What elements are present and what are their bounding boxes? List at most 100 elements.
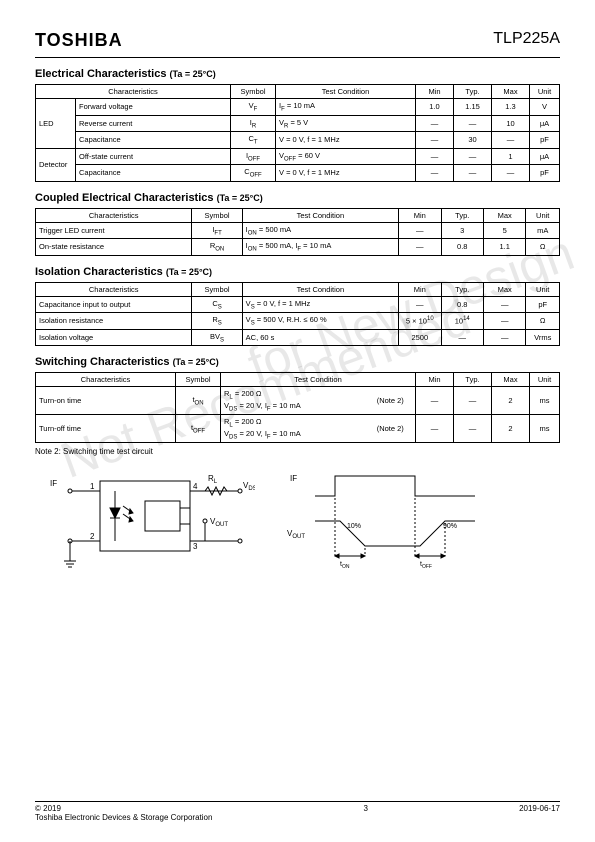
- cell: Ω: [526, 239, 560, 256]
- table-header-row: Characteristics Symbol Test Condition Mi…: [36, 208, 560, 222]
- cell: 0.8: [441, 239, 483, 256]
- cell: pF: [530, 165, 560, 182]
- cell: Vrms: [526, 329, 560, 346]
- cell: V = 0 V, f = 1 MHz: [276, 132, 416, 149]
- sec1-table: Characteristics Symbol Test Condition Mi…: [35, 84, 560, 182]
- cell: —: [399, 296, 441, 313]
- cell: —: [492, 165, 530, 182]
- th: Typ.: [441, 282, 483, 296]
- cell: —: [416, 132, 454, 149]
- cell: IFT: [192, 222, 242, 239]
- sec3-table: Characteristics Symbol Test Condition Mi…: [35, 282, 560, 347]
- sec2-table: Characteristics Symbol Test Condition Mi…: [35, 208, 560, 256]
- th-char: Characteristics: [36, 85, 231, 99]
- cell: Turn-off time: [36, 415, 176, 443]
- th: Unit: [526, 282, 560, 296]
- table-row: Capacitance input to output CS VS = 0 V,…: [36, 296, 560, 313]
- label-90: 90%: [443, 523, 457, 530]
- cell: Capacitance: [76, 132, 231, 149]
- table-row: Trigger LED current IFT ION = 500 mA — 3…: [36, 222, 560, 239]
- cell: 0.8: [441, 296, 483, 313]
- label-ton: tON: [340, 561, 350, 570]
- cell: —: [416, 148, 454, 165]
- cell: Capacitance input to output: [36, 296, 192, 313]
- table-row: Isolation voltage BVS AC, 60 s 2500 — — …: [36, 329, 560, 346]
- cell: 5 × 1010: [399, 313, 441, 330]
- footer-left: © 2019 Toshiba Electronic Devices & Stor…: [35, 804, 212, 822]
- cell: Capacitance: [76, 165, 231, 182]
- cell: 2500: [399, 329, 441, 346]
- sec4-title: Switching Characteristics (Ta = 25°C): [35, 356, 560, 368]
- cell: pF: [526, 296, 560, 313]
- cell: —: [454, 165, 492, 182]
- cell: V = 0 V, f = 1 MHz: [276, 165, 416, 182]
- th-min: Min: [416, 85, 454, 99]
- cell: μA: [530, 148, 560, 165]
- cell: VF: [231, 99, 276, 116]
- note2: Note 2: Switching time test circuit: [35, 447, 560, 456]
- cell: —: [399, 239, 441, 256]
- table-header-row: Characteristics Symbol Test Condition Mi…: [36, 85, 560, 99]
- cell: —: [483, 313, 525, 330]
- th: Max: [492, 373, 530, 387]
- label-p1: 1: [90, 482, 95, 491]
- label-vout: VOUT: [210, 517, 228, 528]
- sec4-cond: (Ta = 25°C): [173, 357, 219, 367]
- table-row: Detector Off-state current IOFF VOFF = 6…: [36, 148, 560, 165]
- table-row: Isolation resistance RS VS = 500 V, R.H.…: [36, 313, 560, 330]
- sec4-table: Characteristics Symbol Test Condition Mi…: [35, 372, 560, 443]
- cell: —: [483, 329, 525, 346]
- cell: IOFF: [231, 148, 276, 165]
- th: Min: [399, 282, 441, 296]
- timing-diagram: IF VOUT 10% 90% tON tOFF: [285, 466, 495, 586]
- cell: 3: [441, 222, 483, 239]
- footer-page: 3: [364, 804, 368, 822]
- cell: μA: [530, 115, 560, 132]
- sec1-title: Electrical Characteristics (Ta = 25°C): [35, 68, 560, 80]
- th: Max: [483, 282, 525, 296]
- label-p3: 3: [193, 542, 198, 551]
- table-row: Capacitance CT V = 0 V, f = 1 MHz — 30 —…: [36, 132, 560, 149]
- cell: —: [416, 415, 454, 443]
- circuit-diagram: IF 1 2 4 3 RL VDS VOUT: [45, 466, 255, 586]
- th-typ: Typ.: [454, 85, 492, 99]
- page-footer: © 2019 Toshiba Electronic Devices & Stor…: [35, 801, 560, 822]
- cell: Trigger LED current: [36, 222, 192, 239]
- th: Typ.: [454, 373, 492, 387]
- label-rl: RL: [208, 474, 218, 485]
- label-10: 10%: [347, 523, 361, 530]
- cell: VOFF = 60 V: [276, 148, 416, 165]
- cell: 1.1: [483, 239, 525, 256]
- cell: —: [399, 222, 441, 239]
- th-sym: Symbol: [231, 85, 276, 99]
- diagrams: IF 1 2 4 3 RL VDS VOUT: [35, 466, 560, 586]
- cell: pF: [530, 132, 560, 149]
- th: Characteristics: [36, 208, 192, 222]
- th: Characteristics: [36, 282, 192, 296]
- table-row: On-state resistance RON ION = 500 mA, IF…: [36, 239, 560, 256]
- cell: —: [441, 329, 483, 346]
- th: Symbol: [192, 282, 242, 296]
- label-vds: VDS: [243, 481, 255, 492]
- cell: BVS: [192, 329, 242, 346]
- cell: RL = 200 ΩVDS = 20 V, IF = 10 mA: [221, 415, 366, 443]
- cell: Isolation voltage: [36, 329, 192, 346]
- page-header: TOSHIBA TLP225A: [35, 30, 560, 51]
- cell: ION = 500 mA: [242, 222, 398, 239]
- sec1-title-text: Electrical Characteristics: [35, 68, 166, 80]
- sec4-title-text: Switching Characteristics: [35, 356, 170, 368]
- cell: RON: [192, 239, 242, 256]
- cell: —: [454, 387, 492, 415]
- th: Symbol: [192, 208, 242, 222]
- cell: RS: [192, 313, 242, 330]
- cell: 1.15: [454, 99, 492, 116]
- th: Unit: [526, 208, 560, 222]
- cell: Reverse current: [76, 115, 231, 132]
- footer-date: 2019-06-17: [519, 804, 560, 822]
- th: Symbol: [176, 373, 221, 387]
- table-row: Capacitance COFF V = 0 V, f = 1 MHz — — …: [36, 165, 560, 182]
- cell: AC, 60 s: [242, 329, 398, 346]
- table-header-row: Characteristics Symbol Test Condition Mi…: [36, 373, 560, 387]
- label-p2: 2: [90, 532, 95, 541]
- company: Toshiba Electronic Devices & Storage Cor…: [35, 813, 212, 822]
